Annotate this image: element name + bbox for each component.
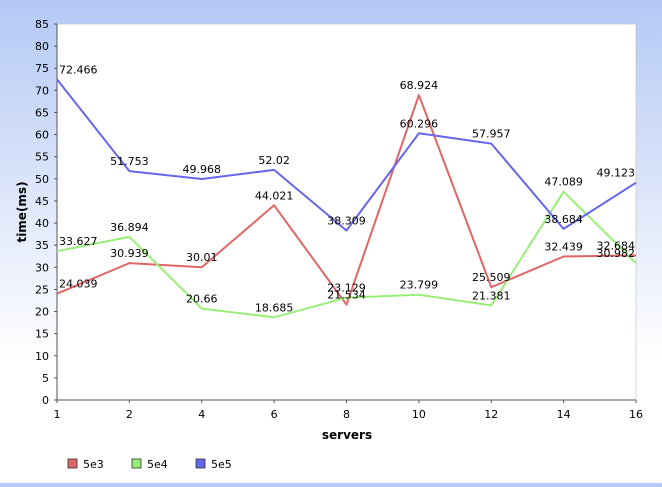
x-tick-label: 4 (198, 408, 205, 421)
x-tick-label: 1 (54, 408, 61, 421)
data-label: 21.534 (327, 289, 366, 302)
data-label: 68.924 (400, 79, 439, 92)
legend-label-5e5: 5e5 (211, 458, 232, 471)
data-label: 23.129 (327, 282, 366, 295)
data-label: 21.381 (472, 289, 511, 302)
x-tick-label: 10 (412, 408, 426, 421)
data-label: 47.089 (544, 176, 583, 189)
data-label: 36.894 (110, 221, 149, 234)
data-label: 51.753 (110, 155, 149, 168)
x-tick-label: 12 (484, 408, 498, 421)
plot-area (56, 23, 637, 401)
y-tick-label: 55 (35, 151, 49, 164)
data-label: 25.509 (472, 271, 511, 284)
y-tick-label: 40 (35, 217, 49, 230)
data-label: 49.968 (183, 163, 222, 176)
data-label: 44.021 (255, 189, 294, 202)
y-tick-label: 75 (35, 62, 49, 75)
legend-swatch-5e5 (195, 458, 206, 469)
y-axis: 0 5 10 15 20 25 30 35 40 45 50 55 60 65 70 75 80 85 (35, 18, 58, 407)
data-label: 38.684 (544, 213, 583, 226)
data-label: 60.296 (400, 117, 439, 130)
data-label: 18.685 (255, 301, 294, 314)
data-label: 30.01 (186, 251, 218, 264)
x-tick-label: 8 (343, 408, 350, 421)
legend-swatch-5e3 (67, 458, 78, 469)
series-line-5e4 (56, 190, 637, 319)
y-tick-label: 50 (35, 173, 49, 186)
x-axis: 1 2 4 6 8 10 12 14 16 (54, 399, 643, 421)
x-tick-label: 14 (557, 408, 571, 421)
data-label: 33.627 (59, 235, 98, 248)
legend-label-5e4: 5e4 (147, 458, 168, 471)
y-tick-label: 30 (35, 261, 49, 274)
y-tick-label: 70 (35, 84, 49, 97)
y-tick-label: 15 (35, 328, 49, 341)
data-label: 38.309 (327, 215, 366, 228)
data-label: 30.939 (110, 247, 149, 260)
data-label: 72.466 (59, 63, 98, 76)
data-label: 30.982 (597, 247, 636, 260)
series-lines (56, 78, 637, 319)
x-tick-label: 16 (629, 408, 643, 421)
series-line-5e5 (56, 78, 637, 232)
data-labels: 24.039 30.939 30.01 44.021 21.534 68.924 25.50… (59, 63, 635, 314)
data-label: 49.123 (597, 167, 636, 180)
data-label: 57.957 (472, 128, 511, 141)
y-tick-label: 65 (35, 106, 49, 119)
data-label: 52.02 (258, 154, 290, 167)
y-tick-label: 60 (35, 129, 49, 142)
series-line-5e3 (56, 94, 637, 306)
x-tick-label: 6 (271, 408, 278, 421)
data-label: 32.684 (597, 239, 636, 252)
x-axis-title: servers (322, 428, 372, 442)
y-tick-label: 35 (35, 239, 49, 252)
y-tick-label: 45 (35, 195, 49, 208)
y-tick-label: 85 (35, 18, 49, 31)
data-label: 24.039 (59, 278, 98, 291)
y-axis-title: time(ms) (15, 181, 29, 242)
legend-swatch-5e4 (131, 458, 142, 469)
x-tick-label: 2 (126, 408, 133, 421)
y-tick-label: 10 (35, 350, 49, 363)
data-label: 23.799 (400, 279, 439, 292)
y-tick-label: 20 (35, 306, 49, 319)
y-tick-label: 80 (35, 40, 49, 53)
data-label: 20.66 (186, 293, 218, 306)
y-tick-label: 0 (42, 394, 49, 407)
data-label: 32.439 (544, 241, 583, 254)
y-tick-label: 5 (42, 372, 49, 385)
legend-label-5e3: 5e3 (83, 458, 104, 471)
y-tick-label: 25 (35, 283, 49, 296)
legend: 5e3 5e4 5e5 (67, 458, 232, 471)
